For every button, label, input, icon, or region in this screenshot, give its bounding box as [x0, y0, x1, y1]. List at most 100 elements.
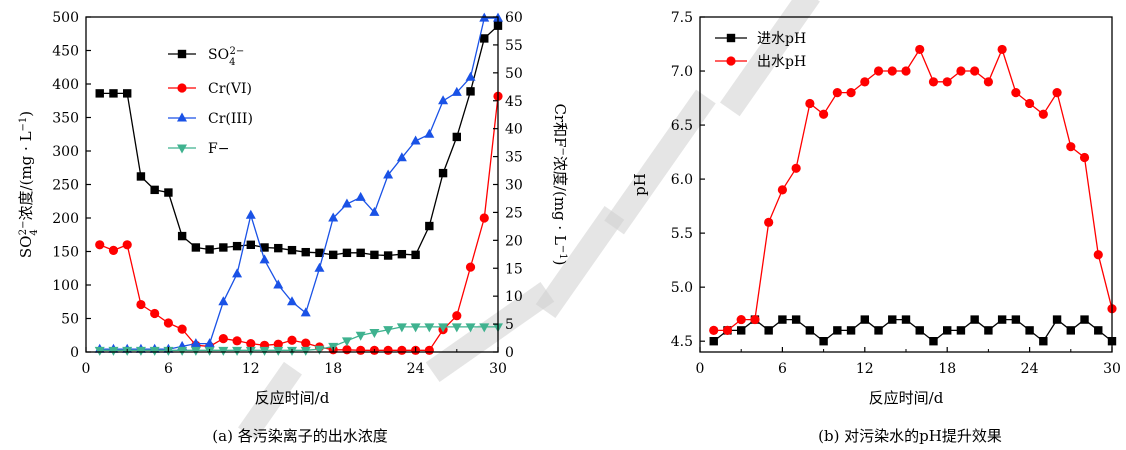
- y-left-tick-label: 50: [61, 312, 79, 328]
- data-point: [736, 314, 746, 325]
- data-point: [887, 66, 897, 76]
- data-point: [1093, 250, 1103, 260]
- y-left-tick-label: 300: [52, 144, 79, 160]
- data-point: [915, 326, 924, 335]
- data-point: [218, 296, 229, 306]
- series-0: [95, 21, 503, 260]
- x-tick-label: 0: [82, 361, 91, 377]
- y-right-tick-label: 60: [505, 10, 523, 26]
- data-point: [465, 323, 476, 333]
- data-point: [1052, 88, 1062, 98]
- data-point: [1079, 152, 1090, 163]
- data-point: [1025, 326, 1034, 335]
- data-point: [424, 128, 435, 138]
- legend-marker: [177, 112, 187, 122]
- data-point: [315, 248, 324, 258]
- data-point: [764, 326, 773, 335]
- data-point: [150, 308, 160, 319]
- data-point: [805, 326, 815, 335]
- legend-marker: [177, 83, 187, 93]
- y-tick-label: 7.0: [671, 64, 693, 80]
- data-point: [190, 338, 201, 348]
- data-point: [997, 44, 1007, 55]
- data-point: [191, 243, 201, 252]
- y-right-tick-label: 35: [505, 150, 523, 166]
- y-left-tick-label: 250: [52, 178, 79, 194]
- data-point: [287, 335, 297, 345]
- data-point: [136, 172, 146, 181]
- data-point: [438, 95, 449, 105]
- y-left-tick-label: 200: [52, 211, 79, 227]
- data-point: [451, 323, 462, 333]
- data-point: [219, 243, 228, 252]
- y-tick-label: 6.5: [671, 118, 693, 134]
- data-point: [410, 135, 421, 145]
- data-point: [122, 240, 132, 250]
- series-1: [709, 44, 1117, 335]
- data-point: [259, 346, 270, 356]
- legend-label: Cr(VI): [208, 81, 252, 97]
- data-point: [396, 152, 407, 162]
- data-point: [1052, 315, 1062, 324]
- data-point: [232, 268, 243, 278]
- y-left-tick-label: 150: [52, 245, 79, 261]
- data-point: [218, 334, 228, 344]
- y-axis-title: pH: [631, 173, 649, 196]
- data-point: [301, 338, 311, 348]
- data-point: [452, 132, 461, 142]
- x-tick-label: 18: [324, 361, 342, 377]
- data-point: [108, 346, 119, 356]
- data-point: [369, 328, 380, 338]
- y-right-tick-label: 0: [505, 345, 514, 361]
- data-point: [451, 86, 462, 96]
- data-point: [369, 206, 380, 216]
- data-point: [356, 248, 365, 258]
- x-tick-label: 0: [696, 361, 705, 377]
- data-point: [246, 339, 256, 349]
- data-point: [970, 315, 979, 324]
- data-point: [915, 44, 925, 55]
- y-tick-label: 7.5: [671, 10, 693, 26]
- data-point: [929, 336, 938, 346]
- y-tick-label: 5.5: [671, 226, 693, 242]
- data-point: [970, 66, 980, 76]
- x-tick-label: 12: [856, 361, 874, 377]
- data-point: [860, 315, 869, 324]
- legend-marker: [726, 56, 736, 66]
- data-point: [245, 209, 256, 219]
- legend: SO42− Cr(VI) Cr(III) F−: [168, 46, 253, 157]
- data-point: [383, 251, 393, 260]
- data-point: [479, 323, 490, 333]
- data-point: [95, 240, 105, 250]
- data-point: [1094, 326, 1103, 335]
- data-point: [232, 336, 242, 346]
- data-point: [452, 311, 462, 321]
- series-line: [99, 25, 499, 257]
- data-point: [273, 339, 283, 349]
- y-left-tick-label: 100: [52, 278, 79, 294]
- watermark-layer: [238, 0, 820, 441]
- y-right-tick-label: 20: [505, 233, 523, 249]
- legend-label: 出水pH: [757, 54, 806, 70]
- data-point: [424, 345, 434, 355]
- data-point: [722, 325, 733, 335]
- data-point: [355, 331, 366, 341]
- series-line: [99, 326, 498, 351]
- data-point: [764, 217, 774, 227]
- data-point: [942, 77, 952, 87]
- y-left-tick-label: 350: [52, 111, 79, 127]
- y-left-axis-title: SO42−浓度/(mg · L−1): [17, 111, 40, 258]
- data-point: [397, 249, 407, 259]
- x-tick-label: 30: [489, 361, 507, 377]
- x-tick-label: 12: [242, 361, 260, 377]
- data-point: [832, 88, 842, 98]
- y-tick-label: 6.0: [671, 172, 693, 188]
- data-point: [314, 345, 325, 355]
- data-point: [778, 315, 787, 324]
- data-point: [777, 185, 788, 195]
- legend-marker: [177, 49, 187, 59]
- data-point: [846, 326, 856, 335]
- data-point: [984, 326, 993, 335]
- data-point: [709, 336, 718, 346]
- x-tick-label: 24: [1021, 361, 1039, 377]
